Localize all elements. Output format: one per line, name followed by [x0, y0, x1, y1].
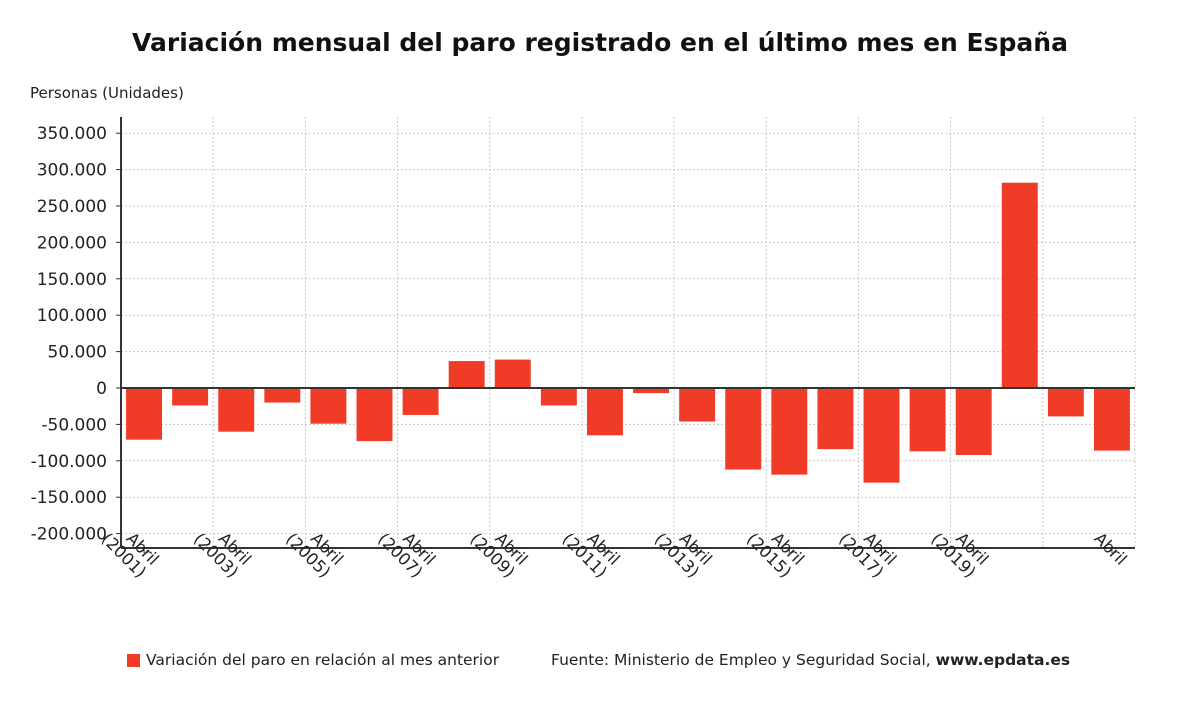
legend-swatch [127, 653, 140, 667]
bar [1047, 388, 1084, 417]
bar [633, 388, 670, 394]
bar [1001, 182, 1038, 388]
y-tick-label: 350.000 [37, 124, 107, 144]
bar [494, 359, 531, 388]
x-tick-label: Abril(2001) [98, 517, 163, 582]
y-tick-label: 0 [96, 379, 107, 399]
x-tick-label: Abril(2013) [651, 517, 716, 582]
source-url[interactable]: www.epdata.es [935, 651, 1071, 669]
bar [264, 388, 301, 403]
x-tick-label: Abril(2007) [374, 517, 439, 582]
bar [955, 388, 992, 455]
x-tick-label: Abril(2003) [190, 517, 255, 582]
bar [126, 388, 163, 440]
y-tick-label: -200.000 [31, 525, 107, 545]
x-tick-label: Abril(2019) [927, 517, 992, 582]
x-tick-label: Abril(2015) [743, 517, 808, 582]
legend-label: Variación del paro en relación al mes an… [146, 651, 500, 669]
bar [725, 388, 762, 470]
x-tick-label: Abril(2011) [559, 517, 624, 582]
chart-title: Variación mensual del paro registrado en… [132, 28, 1068, 57]
bar [172, 388, 209, 406]
y-tick-label: 150.000 [37, 270, 107, 290]
bar [863, 388, 900, 483]
x-tick-label: Abril(2017) [835, 517, 900, 582]
bar [218, 388, 255, 432]
bar [540, 388, 577, 406]
source-note: Fuente: Ministerio de Empleo y Seguridad… [551, 651, 1070, 669]
y-tick-label: -150.000 [31, 488, 107, 508]
bar [771, 388, 808, 475]
bar [586, 388, 623, 436]
y-tick-label: 300.000 [37, 161, 107, 181]
y-tick-label: 200.000 [37, 233, 107, 253]
bar [310, 388, 347, 424]
bar [402, 388, 439, 415]
bar [909, 388, 946, 452]
x-tick-label: Abril(2005) [282, 517, 347, 582]
y-tick-label: -100.000 [31, 452, 107, 472]
y-tick-label: -50.000 [41, 415, 107, 435]
source-text: Fuente: Ministerio de Empleo y Seguridad… [551, 651, 936, 669]
y-axis-unit-label: Personas (Unidades) [30, 84, 184, 102]
bar [679, 388, 716, 422]
bar [1093, 388, 1130, 451]
bar [448, 361, 485, 388]
y-tick-label: 50.000 [48, 343, 107, 363]
x-tick-label: Abril(2009) [466, 517, 531, 582]
y-tick-label: 250.000 [37, 197, 107, 217]
bar [817, 388, 854, 450]
bar [356, 388, 393, 442]
legend: Variación del paro en relación al mes an… [127, 651, 499, 669]
y-tick-label: 100.000 [37, 306, 107, 326]
